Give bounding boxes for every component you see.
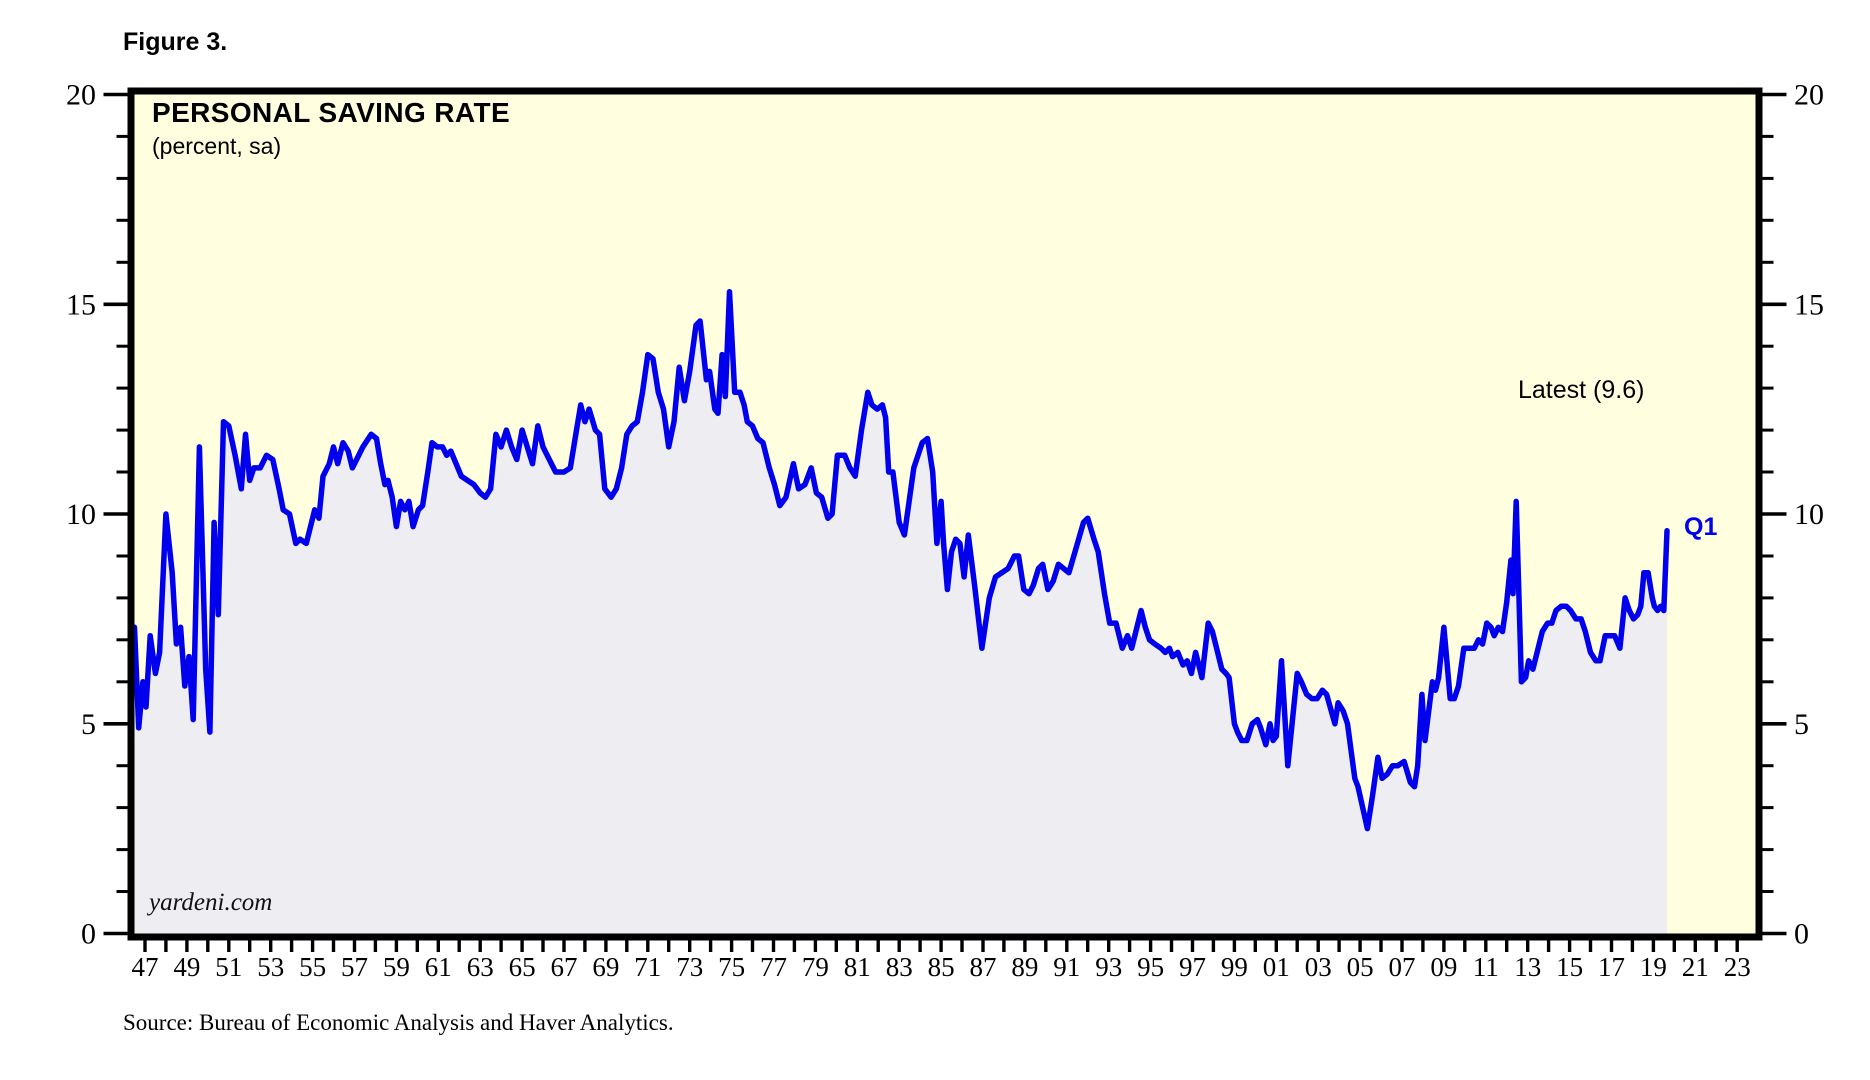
y-axis-tick-label-left: 5 xyxy=(81,708,96,741)
source-note: Source: Bureau of Economic Analysis and … xyxy=(123,1010,674,1035)
x-axis-tick-label: 23 xyxy=(1724,952,1751,982)
x-axis-tick-label: 13 xyxy=(1514,952,1541,982)
x-axis-tick-label: 05 xyxy=(1347,952,1374,982)
x-axis-tick-label: 65 xyxy=(509,952,536,982)
y-axis-tick-label-left: 10 xyxy=(66,498,96,531)
x-axis-tick-label: 87 xyxy=(970,952,997,982)
x-axis-tick-label: 63 xyxy=(467,952,494,982)
x-axis-tick-label: 15 xyxy=(1556,952,1583,982)
x-axis-tick-label: 57 xyxy=(341,952,368,982)
x-axis-tick-label: 19 xyxy=(1640,952,1667,982)
latest-value-annotation: Latest (9.6) xyxy=(1518,376,1645,404)
x-axis-tick-label: 55 xyxy=(299,952,326,982)
figure-label: Figure 3. xyxy=(123,28,228,56)
x-axis-tick-label: 99 xyxy=(1221,952,1248,982)
x-axis-tick-label: 79 xyxy=(802,952,829,982)
x-axis-tick-label: 95 xyxy=(1137,952,1164,982)
y-axis-tick-label-left: 15 xyxy=(66,288,96,321)
x-axis-tick-label: 85 xyxy=(928,952,955,982)
saving-rate-line xyxy=(131,288,1670,832)
x-axis-tick-label: 21 xyxy=(1682,952,1709,982)
y-axis-tick-label-right: 5 xyxy=(1794,708,1809,741)
watermark: yardeni.com xyxy=(149,889,273,916)
axis-ticks xyxy=(103,92,1787,952)
x-axis-tick-label: 75 xyxy=(718,952,745,982)
x-axis-tick-label: 03 xyxy=(1305,952,1332,982)
x-axis-tick-label: 83 xyxy=(886,952,913,982)
chart-subtitle: (percent, sa) xyxy=(152,133,282,159)
chart-title: PERSONAL SAVING RATE xyxy=(152,97,511,128)
x-axis-tick-label: 81 xyxy=(844,952,871,982)
x-axis-tick-label: 07 xyxy=(1389,952,1416,982)
x-axis-tick-label: 73 xyxy=(676,952,703,982)
x-axis-tick-label: 89 xyxy=(1011,952,1038,982)
axis-tick-labels: 47 49 51 53 55 57 59 61 63 65 67 69 71 73 75 77 79 81 83 85… xyxy=(66,79,1824,983)
y-axis-tick-label-right: 0 xyxy=(1794,918,1809,951)
x-axis-tick-label: 97 xyxy=(1179,952,1206,982)
y-axis-tick-label-right: 10 xyxy=(1794,498,1824,531)
x-axis-tick-label: 51 xyxy=(215,952,242,982)
plot-frame xyxy=(127,87,1763,941)
y-axis-tick-label-left: 0 xyxy=(81,918,96,951)
y-axis-tick-label-right: 15 xyxy=(1794,288,1824,321)
x-axis-tick-label: 49 xyxy=(173,952,200,982)
x-axis-tick-label: 69 xyxy=(592,952,619,982)
x-axis-tick-label: 17 xyxy=(1598,952,1625,982)
x-axis-tick-label: 59 xyxy=(383,952,410,982)
x-axis-tick-label: 61 xyxy=(425,952,452,982)
x-axis-tick-label: 77 xyxy=(760,952,787,982)
y-axis-tick-label-right: 20 xyxy=(1794,79,1824,112)
x-axis-tick-label: 91 xyxy=(1053,952,1080,982)
x-axis-tick-label: 09 xyxy=(1430,952,1457,982)
x-axis-tick-label: 01 xyxy=(1263,952,1290,982)
endpoint-quarter-label: Q1 xyxy=(1684,513,1718,541)
x-axis-tick-label: 71 xyxy=(634,952,661,982)
x-axis-tick-label: 47 xyxy=(132,952,159,982)
x-axis-tick-label: 93 xyxy=(1095,952,1122,982)
x-axis-tick-label: 53 xyxy=(257,952,284,982)
x-axis-tick-label: 67 xyxy=(551,952,578,982)
x-axis-tick-label: 11 xyxy=(1473,952,1499,982)
y-axis-tick-label-left: 20 xyxy=(66,79,96,112)
saving-rate-area-fill xyxy=(134,291,1667,934)
